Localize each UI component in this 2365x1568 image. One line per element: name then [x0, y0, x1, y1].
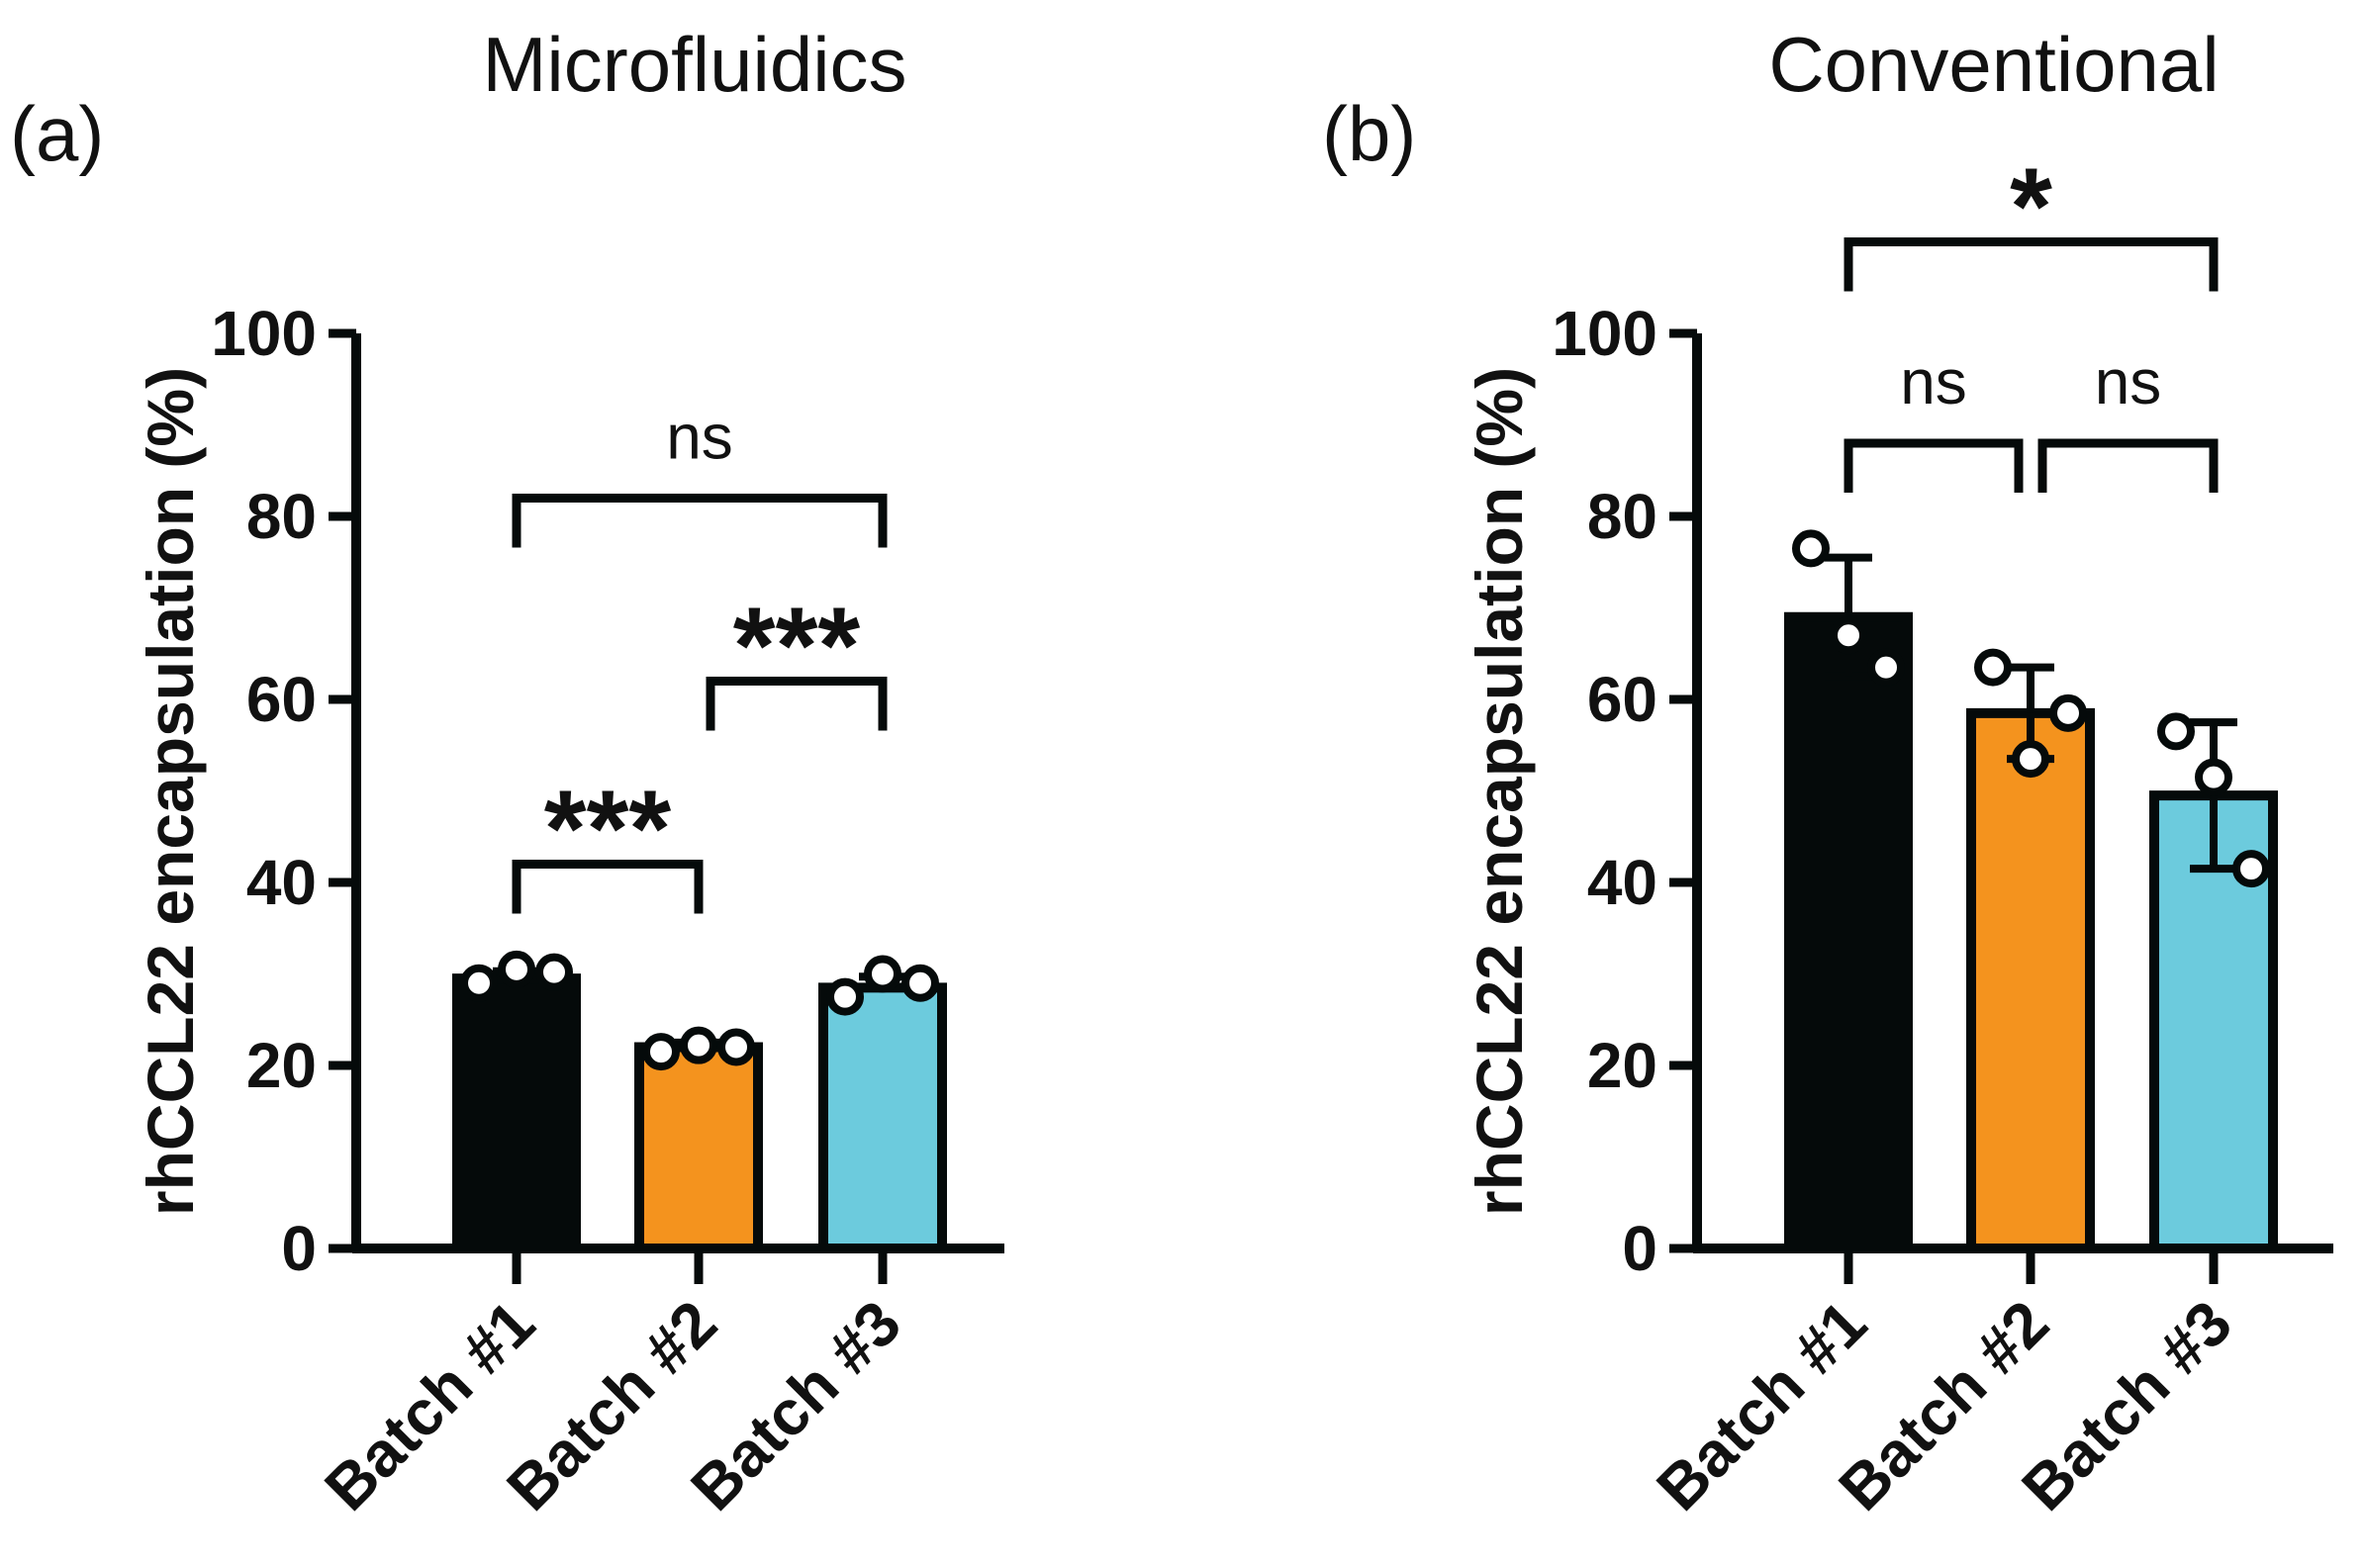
- panel-a-y-tick-label-100: 100: [211, 298, 317, 369]
- panel-b-y-tick-label-60: 60: [1587, 664, 1657, 735]
- panel-a-bar-3: [818, 982, 947, 1253]
- panel-b-point-3-1: [2157, 712, 2195, 751]
- panel-a-point-2-3: [717, 1028, 755, 1066]
- panel-a-y-tick-label-40: 40: [246, 847, 317, 918]
- panel-b-point-1-2: [1830, 616, 1867, 655]
- panel-a-y-tick-label-20: 20: [246, 1030, 317, 1101]
- panel-b-sig-bracket-2: [2037, 438, 2219, 493]
- panel-a-point-1-2: [498, 950, 535, 988]
- panel-a-point-1-1: [460, 964, 498, 1002]
- panel-a-point-2-2: [680, 1026, 717, 1064]
- panel-a-sig-bracket-1: [512, 860, 704, 914]
- panel-b-bar-2: [1966, 707, 2095, 1253]
- panel-b-y-tick-label-100: 100: [1552, 298, 1657, 369]
- panel-b-title: Conventional: [1768, 21, 2219, 108]
- panel-b-sig-label-2: ns: [2095, 346, 2162, 417]
- panel-b-y-tick-label-20: 20: [1587, 1030, 1657, 1101]
- panel-a-y-tick-label-80: 80: [246, 481, 317, 552]
- panel-b-point-3-3: [2232, 850, 2270, 888]
- panel-b-sig-label-3: *: [2010, 146, 2052, 268]
- panel-b-point-1-3: [1867, 648, 1905, 687]
- panel-b-y-axis-label: rhCCL22 encapsulation (%): [1463, 367, 1536, 1216]
- panel-a: (a) Microfluidics rhCCL22 encapsulation …: [10, 21, 1004, 1524]
- panel-b-y-tick-label-80: 80: [1587, 481, 1657, 552]
- panel-a-y-tick-label-60: 60: [246, 664, 317, 735]
- panel-b-point-2-2: [2012, 740, 2049, 779]
- panel-a-sig-bracket-3: [512, 494, 888, 548]
- panel-b-letter: (b): [1322, 90, 1416, 177]
- panel-a-bar-2: [634, 1042, 763, 1253]
- panel-a-sig-label-3: ns: [666, 402, 733, 473]
- panel-a-y-tick-label-0: 0: [281, 1213, 317, 1284]
- panel-a-sig-bracket-2: [706, 677, 888, 731]
- panel-b-point-2-3: [2049, 693, 2087, 732]
- panel-b-sig-bracket-3: [1844, 237, 2219, 292]
- panel-a-sig-label-2: ***: [733, 586, 861, 707]
- panel-b-bar-1: [1784, 611, 1913, 1253]
- panel-b-y-tick-label-0: 0: [1622, 1213, 1657, 1284]
- panel-b-point-3-2: [2195, 758, 2232, 796]
- panel-a-point-3-2: [864, 955, 901, 993]
- panel-a-point-3-3: [901, 964, 939, 1002]
- panel-b-point-2-1: [1974, 648, 2012, 687]
- panel-a-title: Microfluidics: [482, 21, 906, 108]
- panel-b-sig-label-1: ns: [1900, 346, 1967, 417]
- panel-a-bar-1: [452, 973, 581, 1253]
- panel-a-letter: (a): [10, 90, 104, 177]
- panel-b-y-tick-label-40: 40: [1587, 847, 1657, 918]
- panel-a-y-axis-label: rhCCL22 encapsulation (%): [134, 367, 207, 1216]
- panel-a-point-3-1: [826, 977, 864, 1016]
- panel-a-point-1-3: [535, 953, 573, 991]
- panel-b-point-1-1: [1792, 529, 1830, 568]
- panel-b-sig-bracket-1: [1844, 438, 2024, 493]
- panel-a-point-2-1: [642, 1033, 680, 1071]
- panel-a-sig-label-1: ***: [544, 769, 672, 890]
- panel-b: (b) Conventional rhCCL22 encapsulation (…: [1322, 21, 2333, 1524]
